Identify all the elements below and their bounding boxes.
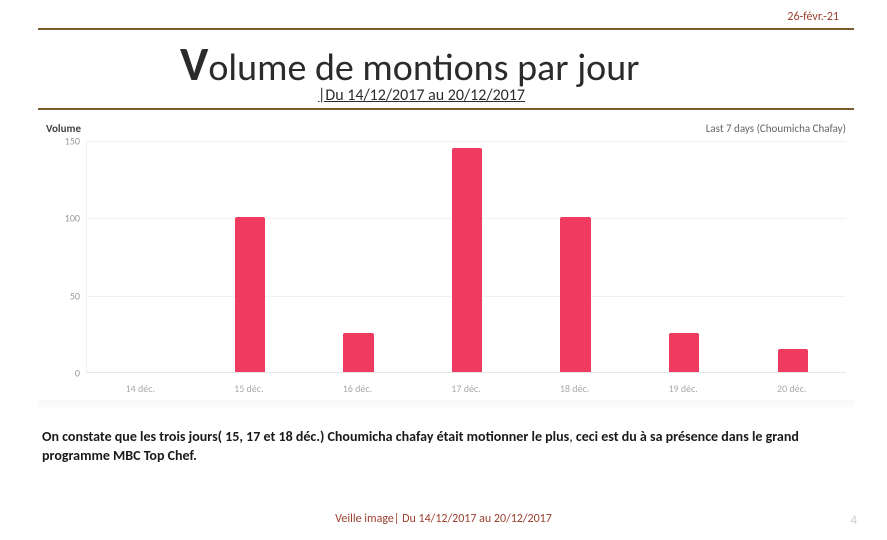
bar — [235, 217, 265, 372]
page-title: Volume de montions par jour — [180, 34, 639, 93]
title-big-letter: V — [180, 34, 208, 93]
chart-header: Volume Last 7 days (Choumicha Chafay) — [38, 120, 854, 141]
subtitle: |Du 14/12/2017 au 20/12/2017 — [318, 86, 525, 105]
x-tick-label: 15 déc. — [234, 382, 263, 395]
bar — [778, 349, 808, 372]
caption-text: On constate que les trois jours( 15, 17 … — [42, 428, 849, 466]
y-tick-label: 0 — [48, 367, 80, 380]
gridline — [87, 141, 846, 142]
slide: 26-févr.-21 Volume de montions par jour … — [0, 0, 887, 540]
title-rest: olume de montions par jour — [208, 45, 639, 91]
bar — [343, 333, 373, 372]
chart-plot-area: 05010015014 déc.15 déc.16 déc.17 déc.18 … — [38, 141, 854, 401]
x-tick-label: 18 déc. — [560, 382, 589, 395]
bar — [560, 217, 590, 372]
x-tick-label: 19 déc. — [668, 382, 697, 395]
x-tick-label: 17 déc. — [451, 382, 480, 395]
x-tick-label: 16 déc. — [343, 382, 372, 395]
chart-shadow — [38, 400, 854, 410]
rule-under-title — [38, 108, 854, 110]
y-tick-label: 50 — [48, 289, 80, 302]
plot-region — [86, 141, 846, 373]
rule-top — [38, 28, 854, 30]
y-tick-label: 150 — [48, 135, 80, 148]
footer-text: Veille image| Du 14/12/2017 au 20/12/201… — [0, 512, 887, 526]
chart-header-right: Last 7 days (Choumicha Chafay) — [706, 122, 846, 135]
chart-header-left: Volume — [46, 122, 81, 135]
x-tick-label: 14 déc. — [126, 382, 155, 395]
page-number: 4 — [850, 513, 857, 528]
x-tick-label: 20 déc. — [777, 382, 806, 395]
bar — [452, 148, 482, 372]
y-tick-label: 100 — [48, 212, 80, 225]
date-top-right: 26-févr.-21 — [787, 10, 839, 24]
bar — [669, 333, 699, 372]
volume-chart: Volume Last 7 days (Choumicha Chafay) 0 5… — [38, 120, 854, 410]
